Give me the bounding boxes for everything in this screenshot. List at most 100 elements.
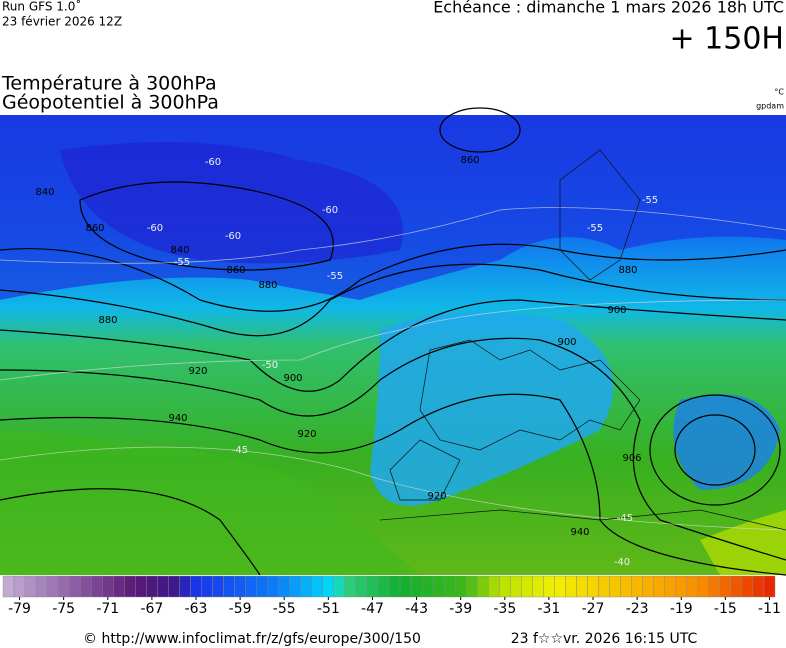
colorbar-cell	[432, 575, 445, 598]
contour-label: 880	[98, 315, 117, 326]
colorbar-cell	[532, 575, 544, 598]
contour-label: 920	[297, 429, 316, 440]
colorbar-cell	[168, 575, 180, 598]
colorbar-cell	[620, 575, 632, 598]
map-labels: 840 860 860 880 880 900 920 940 920 900 880 900 920 9…	[35, 155, 658, 568]
run: Run GFS 1.0˚	[2, 0, 81, 14]
colorbar-label: -43	[405, 601, 428, 617]
colorbar-cell	[179, 575, 191, 598]
colorbar-cell	[554, 575, 566, 598]
colorbar-cell	[91, 575, 103, 598]
colorbar-cell	[609, 575, 621, 598]
colorbar-cell	[113, 575, 125, 598]
contour-label: 900	[607, 305, 626, 316]
colorbar-cell	[46, 575, 59, 598]
colorbar-cell	[366, 575, 379, 598]
colorbar-cell	[477, 575, 489, 598]
isotherm-label: -60	[225, 231, 241, 242]
colorbar-cell	[741, 575, 754, 598]
contour-label: 920	[427, 491, 446, 502]
colorbar-cell	[135, 575, 147, 598]
title-temp: Température à 300hPa	[1, 73, 217, 95]
colorbar-cell	[68, 575, 81, 598]
colorbar-cell	[642, 575, 654, 598]
generated: 23 f☆☆vr. 2026 16:15 UTC	[511, 631, 698, 647]
colorbar-cell	[598, 575, 610, 598]
contour-label: 860	[226, 265, 245, 276]
colorbar-cell	[311, 575, 324, 598]
colorbar-label: -35	[493, 601, 516, 617]
contour-label: 920	[188, 366, 207, 377]
colorbar-cell	[245, 575, 257, 598]
colorbar-label: -19	[670, 601, 693, 617]
colorbar-label: -67	[140, 601, 163, 617]
isotherm-label: -50	[262, 360, 278, 371]
colorbar-cell	[102, 575, 114, 598]
isotherm-label: -45	[617, 513, 633, 524]
colorbar-cell	[212, 575, 224, 598]
colorbar-label: -71	[96, 601, 119, 617]
colorbar-cell	[708, 575, 721, 598]
colorbar-cell	[763, 575, 776, 598]
colorbar-cell	[234, 575, 246, 598]
colorbar-cell	[377, 575, 390, 598]
contour-label: 900	[557, 337, 576, 348]
isotherm-label: -60	[147, 223, 163, 234]
colorbar-label: -47	[361, 601, 384, 617]
colorbar-cell	[223, 575, 235, 598]
colorbar-cell	[686, 575, 698, 598]
colorbar-label: -15	[714, 601, 737, 617]
contour-label: 900	[283, 373, 302, 384]
colorbar-cell	[344, 575, 357, 598]
contour-label: 906	[622, 453, 641, 464]
colorbar-cell	[57, 575, 70, 598]
colorbar-label: -55	[273, 601, 296, 617]
colorbar-cell	[201, 575, 213, 598]
colorbar-cell	[333, 575, 346, 598]
contour-label: 880	[618, 265, 637, 276]
colorbar-label: -27	[582, 601, 605, 617]
contour-label: 840	[35, 187, 54, 198]
colorbar-cell	[300, 575, 312, 598]
colorbar-cell	[719, 575, 732, 598]
colorbar-cell	[256, 575, 268, 598]
contour-label: 860	[460, 155, 479, 166]
colorbar-cell	[631, 575, 643, 598]
colorbar-cell	[278, 575, 290, 598]
colorbar-cell	[675, 575, 687, 598]
colorbar-label: -11	[758, 601, 781, 617]
colorbar-cell	[322, 575, 335, 598]
isotherm-label: -55	[174, 257, 190, 268]
unit-temp: °C	[774, 88, 784, 97]
colorbar-cell	[190, 575, 202, 598]
colorbar-cell	[730, 575, 743, 598]
colorbar-cell	[752, 575, 765, 598]
isotherm-label: -60	[205, 157, 221, 168]
colorbar-cell	[565, 575, 577, 598]
contour-label: 940	[570, 527, 589, 538]
colorbar-cell	[24, 575, 37, 598]
contour-label: 940	[168, 413, 187, 424]
colorbar-cell	[124, 575, 136, 598]
colorbar-cell	[454, 575, 467, 598]
colorbar-cell	[466, 575, 478, 598]
colorbar-label: -75	[52, 601, 75, 617]
colorbar-cell	[2, 575, 15, 598]
colorbar-cell	[543, 575, 555, 598]
lead-time: + 150H	[670, 22, 785, 57]
colorbar-cell	[13, 575, 26, 598]
valid-time: Echéance : dimanche 1 mars 2026 18h UTC	[433, 0, 784, 17]
colorbar-cell	[267, 575, 279, 598]
colorbar-cell	[410, 575, 423, 598]
colorbar-label: -79	[8, 601, 31, 617]
colorbar-cell	[289, 575, 301, 598]
run-date: 23 février 2026 12Z	[2, 15, 122, 29]
colorbar-label: -51	[317, 601, 340, 617]
colorbar-label: -63	[185, 601, 208, 617]
colorbar: -79 -75 -71 -67 -63 -59 -55 -51 -47 -43 -39 -35 -31 -…	[2, 575, 781, 617]
colorbar-label: -31	[537, 601, 560, 617]
colorbar-cell	[653, 575, 665, 598]
source-url: © http://www.infoclimat.fr/z/gfs/europe/…	[83, 631, 421, 647]
isotherm-label: -55	[327, 271, 343, 282]
colorbar-cell	[521, 575, 533, 598]
